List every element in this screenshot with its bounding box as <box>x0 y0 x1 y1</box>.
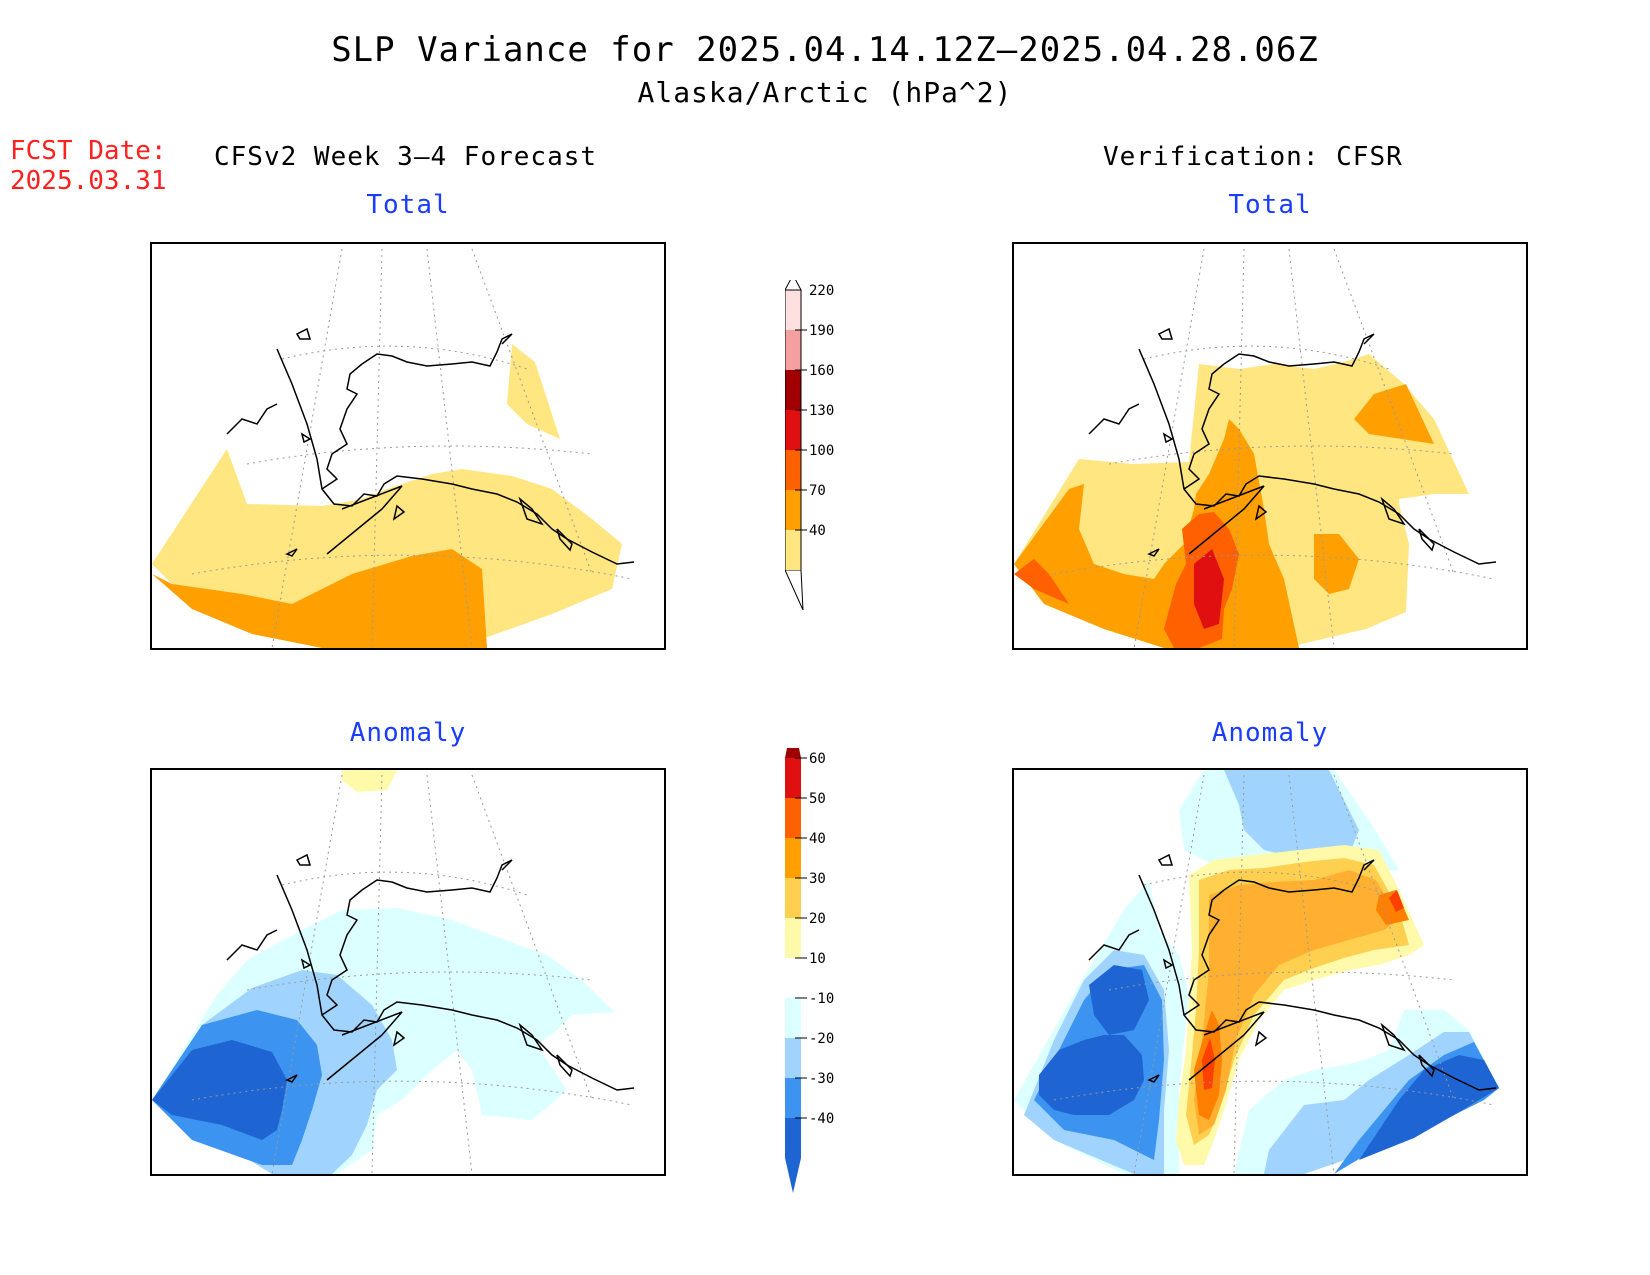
graticule <box>191 248 633 648</box>
anomaly-colorbar-zero <box>785 958 801 998</box>
contour-40-northeast <box>507 344 560 439</box>
total-colorbar-label: 220 <box>809 283 834 299</box>
verification-total-map <box>1012 242 1528 650</box>
contour-pos10 <box>342 770 397 792</box>
anomaly-colorbar-neg10 <box>785 998 801 1038</box>
anomaly-colorbar: -40 -30 -20 -10 10 20 30 40 50 60 <box>785 748 834 1193</box>
anomaly-colorbar-pos50 <box>785 758 801 798</box>
graticule <box>191 774 633 1174</box>
contour-100 <box>1014 559 1069 604</box>
total-colorbar-label: 40 <box>809 523 826 539</box>
coastline <box>226 853 635 1091</box>
total-colorbar-cap-high <box>785 280 802 291</box>
contour-70-east <box>1354 384 1434 444</box>
coastline <box>1088 327 1497 565</box>
forecast-column-title: CFSv2 Week 3—4 Forecast <box>214 142 598 172</box>
contour-pos40-ne <box>1376 890 1409 925</box>
fcst-date-value: 2025.03.31 <box>10 166 167 196</box>
forecast-anomaly-title: Anomaly <box>349 718 467 748</box>
contour-neg40 <box>152 1040 287 1140</box>
anomaly-colorbar-neg20 <box>785 1038 801 1078</box>
sub-title: Alaska/Arctic (hPa^2) <box>637 76 1013 109</box>
total-colorbar-label: 160 <box>809 363 834 379</box>
anomaly-colorbar-label: 40 <box>809 831 826 847</box>
anomaly-colorbar-ticks <box>795 757 807 1119</box>
contour-neg20-north <box>1224 770 1359 860</box>
total-colorbar-130 <box>785 410 801 450</box>
total-colorbar-190 <box>785 330 801 370</box>
forecast-total-map <box>150 242 666 650</box>
graticule <box>1053 248 1495 648</box>
anomaly-colorbar-pos10 <box>785 918 801 958</box>
coastline <box>1088 853 1497 1091</box>
verification-column-title: Verification: CFSR <box>1103 142 1403 172</box>
anomaly-colorbar-pos40 <box>785 798 801 838</box>
anomaly-colorbar-label: -30 <box>809 1071 834 1087</box>
forecast-total-title: Total <box>366 190 450 220</box>
contour-neg40-east <box>1359 1055 1499 1160</box>
anomaly-colorbar-cap-low <box>785 1158 801 1193</box>
anomaly-colorbar-label: 60 <box>809 751 826 767</box>
contour-130 <box>1194 549 1224 629</box>
fcst-date-label: FCST Date: <box>10 136 167 166</box>
coastline <box>226 327 635 565</box>
total-colorbar-220 <box>785 290 801 330</box>
anomaly-colorbar-neg40 <box>785 1118 801 1158</box>
total-colorbar-cap-low <box>785 569 804 610</box>
contour-pos50-ne <box>1389 890 1404 912</box>
anomaly-colorbar-label: 20 <box>809 911 826 927</box>
total-colorbar-70 <box>785 490 801 530</box>
total-colorbar-100 <box>785 450 801 490</box>
contour-70 <box>152 549 487 648</box>
contour-neg40-west <box>1039 1035 1144 1115</box>
forecast-anomaly-map <box>150 768 666 1176</box>
verification-anomaly-map <box>1012 768 1528 1176</box>
total-colorbar-label: 190 <box>809 323 834 339</box>
total-colorbar-ticks <box>795 329 807 531</box>
total-colorbar-160 <box>785 370 801 410</box>
anomaly-colorbar-pos30 <box>785 838 801 878</box>
anomaly-colorbar-neg30 <box>785 1078 801 1118</box>
anomaly-colorbar-pos20 <box>785 878 801 918</box>
anomaly-colorbar-label: -10 <box>809 991 834 1007</box>
anomaly-colorbar-label: 10 <box>809 951 826 967</box>
anomaly-colorbar-label: -40 <box>809 1111 834 1127</box>
verification-anomaly-title: Anomaly <box>1211 718 1329 748</box>
total-colorbar-40 <box>785 530 801 570</box>
verification-total-title: Total <box>1228 190 1312 220</box>
total-colorbar-label: 100 <box>809 443 834 459</box>
contour-70-center <box>1314 534 1359 594</box>
graticule <box>1053 774 1495 1174</box>
total-colorbar: 40 70 100 130 160 190 220 <box>785 280 834 610</box>
total-colorbar-label: 70 <box>809 483 826 499</box>
contour-neg40-west2 <box>1089 965 1149 1035</box>
total-colorbar-label: 130 <box>809 403 834 419</box>
anomaly-colorbar-label: 50 <box>809 791 826 807</box>
contour-40 <box>152 449 622 648</box>
contour-pos30 <box>1194 870 1399 1135</box>
anomaly-colorbar-label: -20 <box>809 1031 834 1047</box>
main-title: SLP Variance for 2025.04.14.12Z—2025.04.… <box>331 30 1319 70</box>
anomaly-colorbar-cap-high <box>785 748 801 758</box>
anomaly-colorbar-label: 30 <box>809 871 826 887</box>
